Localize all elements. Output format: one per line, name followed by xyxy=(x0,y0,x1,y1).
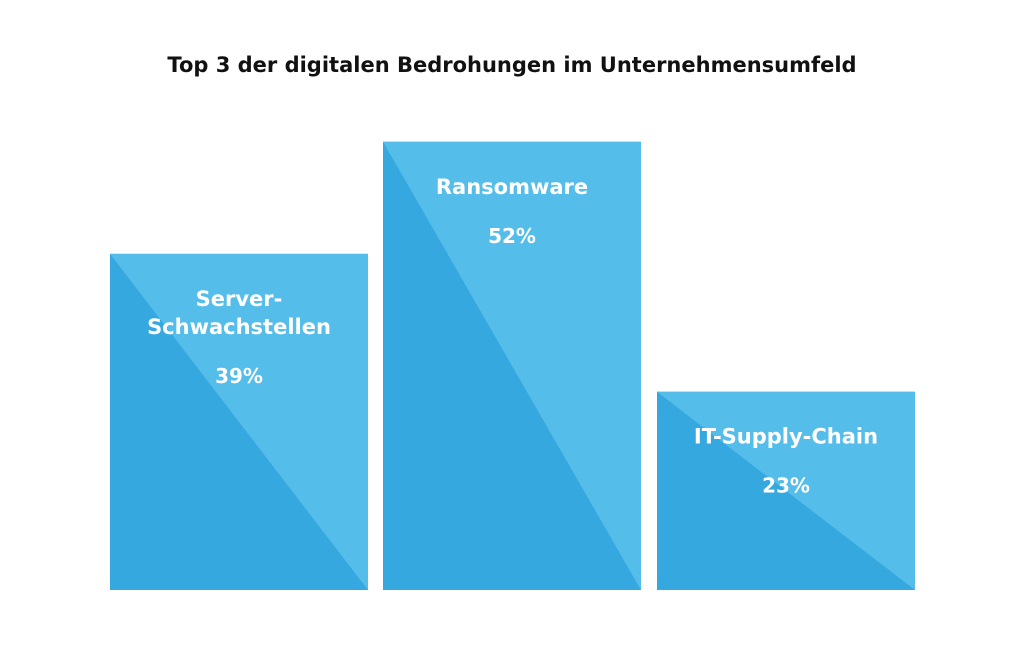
bar-1-highlight xyxy=(110,253,368,590)
bar-3-label-line-1: IT-Supply-Chain xyxy=(694,425,878,449)
bar-1-value-label: 39% xyxy=(215,364,263,388)
bar-1-label-line-2: Schwachstellen xyxy=(147,315,331,339)
bar-2-value-label: 52% xyxy=(488,224,536,248)
bar-2-highlight xyxy=(383,141,641,590)
bar-3-highlight xyxy=(657,391,915,590)
bar-1-label-line-1: Server- xyxy=(196,287,283,311)
bar-2: Ransomware 52% xyxy=(383,141,641,590)
bar-2-label-line-1: Ransomware xyxy=(436,175,588,199)
bar-3: IT-Supply-Chain 23% xyxy=(657,391,915,590)
bar-3-value-label: 23% xyxy=(762,474,810,498)
chart-title: Top 3 der digitalen Bedrohungen im Unter… xyxy=(167,53,857,77)
bar-1: Server- Schwachstellen 39% xyxy=(110,253,368,590)
